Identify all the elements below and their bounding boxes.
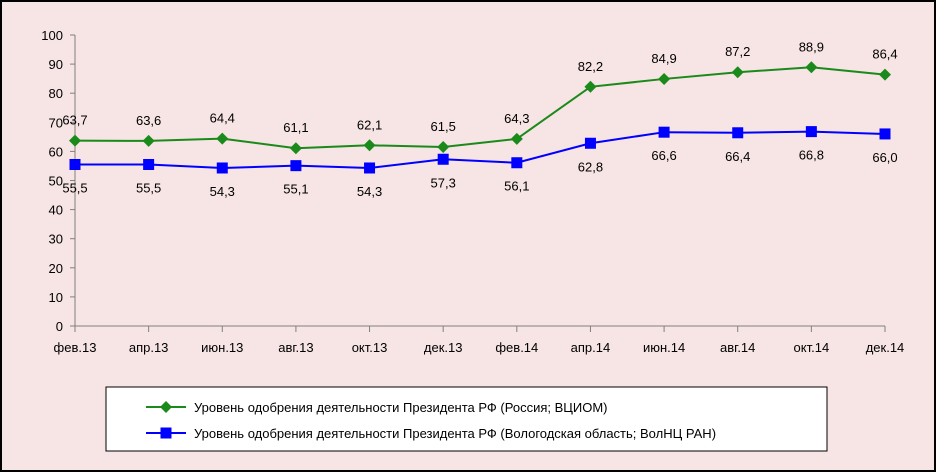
data-point-marker: [363, 139, 376, 152]
data-point-marker: [437, 153, 449, 165]
data-point-marker: [584, 137, 596, 149]
data-label: 62,8: [578, 159, 603, 174]
legend-marker: [160, 427, 172, 439]
series-layer: [69, 61, 891, 174]
data-point-marker: [216, 162, 228, 174]
y-tick-label: 80: [49, 86, 63, 101]
data-label: 55,5: [136, 180, 161, 195]
x-tick-label: фев.13: [54, 340, 97, 355]
x-tick-label: окт.13: [352, 340, 388, 355]
legend-marker: [160, 401, 172, 413]
data-point-marker: [216, 132, 229, 145]
x-axis: фев.13 апр.13 июн.13 авг.13 окт.13 дек.13 фев.…: [54, 325, 905, 355]
data-label: 63,7: [62, 113, 87, 128]
series-line-1: [75, 130, 886, 169]
legend: Уровень одобрения деятельности Президент…: [105, 386, 828, 452]
data-labels: 63,7 63,6 64,4 61,1 62,1 61,5 64,3 82,2 84,9 87,2…: [62, 39, 897, 199]
series-line-0: [74, 66, 886, 150]
y-tick-label: 60: [49, 144, 63, 159]
x-tick-label: апр.13: [129, 340, 169, 355]
y-axis: 0 10 20 30 40 50 60 70 80 90 100: [41, 28, 76, 334]
y-tick-label: 50: [49, 174, 63, 189]
x-tick-label: авг.14: [720, 340, 755, 355]
y-tick-label: 30: [49, 232, 63, 247]
y-tick-label: 20: [49, 261, 63, 276]
data-point-marker: [364, 162, 376, 174]
data-label: 57,3: [431, 175, 456, 190]
data-label: 82,2: [578, 59, 603, 74]
x-tick-label: окт.14: [794, 340, 830, 355]
data-point-marker: [511, 157, 523, 169]
data-point-marker: [143, 158, 155, 170]
data-point-marker: [584, 80, 597, 93]
data-point-marker: [805, 126, 817, 138]
data-point-marker: [731, 66, 744, 79]
data-label: 84,9: [651, 51, 676, 66]
legend-box: [105, 386, 828, 452]
legend-entry-0: Уровень одобрения деятельности Президент…: [194, 400, 608, 415]
x-tick-label: июн.13: [201, 340, 243, 355]
x-tick-label: дек.14: [866, 340, 905, 355]
data-label: 86,4: [872, 47, 897, 62]
y-tick-label: 70: [49, 115, 63, 130]
y-tick-label: 10: [49, 290, 63, 305]
y-tick-label: 100: [41, 28, 63, 43]
data-label: 61,1: [283, 120, 308, 135]
data-label: 66,4: [725, 149, 750, 164]
data-label: 88,9: [799, 39, 824, 54]
data-label: 63,6: [136, 113, 161, 128]
data-point-marker: [732, 127, 744, 139]
data-label: 61,5: [431, 119, 456, 134]
x-tick-label: дек.13: [424, 340, 463, 355]
data-label: 55,5: [62, 180, 87, 195]
data-point-marker: [658, 126, 670, 138]
x-tick-label: июн.14: [643, 340, 685, 355]
data-label: 54,3: [357, 184, 382, 199]
data-label: 55,1: [283, 182, 308, 197]
data-point-marker: [69, 134, 81, 147]
data-label: 54,3: [210, 184, 235, 199]
data-label: 64,3: [504, 111, 529, 126]
data-label: 56,1: [504, 179, 529, 194]
x-tick-label: апр.14: [571, 340, 611, 355]
data-point-marker: [805, 61, 818, 74]
data-point-marker: [658, 72, 671, 85]
data-point-marker: [879, 128, 891, 140]
y-tick-label: 90: [49, 57, 63, 72]
data-point-marker: [69, 158, 81, 170]
data-label: 62,1: [357, 117, 382, 132]
data-label: 87,2: [725, 44, 750, 59]
data-point-marker: [289, 142, 302, 155]
data-label: 66,0: [872, 150, 897, 165]
data-point-marker: [437, 141, 450, 154]
x-tick-label: фев.14: [495, 340, 538, 355]
data-point-marker: [290, 160, 302, 172]
data-label: 66,8: [799, 148, 824, 163]
legend-entry-1: Уровень одобрения деятельности Президент…: [194, 426, 716, 441]
data-point-marker: [510, 132, 523, 145]
data-point-marker: [142, 134, 155, 147]
data-label: 66,6: [651, 148, 676, 163]
x-tick-label: авг.13: [278, 340, 313, 355]
y-tick-label: 40: [49, 203, 63, 218]
y-tick-label: 0: [56, 319, 63, 334]
data-label: 64,4: [210, 111, 235, 126]
data-point-marker: [879, 68, 891, 81]
